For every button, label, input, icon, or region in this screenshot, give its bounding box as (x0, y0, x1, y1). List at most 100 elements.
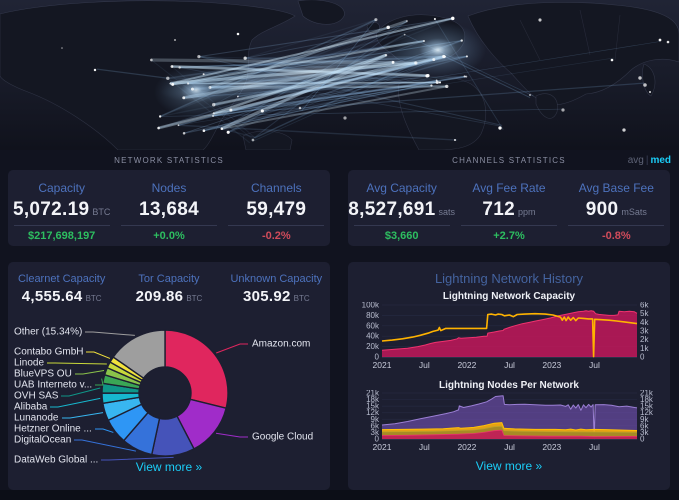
svg-text:12k: 12k (640, 408, 654, 417)
pie-label[interactable]: Other (15.34%) (14, 326, 83, 338)
svg-text:2k: 2k (640, 335, 649, 344)
pie-label[interactable]: Alibaba (14, 401, 48, 413)
isp-share-donut-chart (47, 329, 248, 461)
svg-text:Jul: Jul (589, 442, 600, 452)
stat-avg-base-fee: Avg Base Fee 900 mSats -0.8% (563, 181, 670, 242)
toggle-avg[interactable]: avg (627, 155, 644, 166)
svg-text:18k: 18k (366, 395, 380, 404)
divider (13, 225, 110, 226)
svg-text:Jul: Jul (589, 360, 600, 370)
svg-text:21k: 21k (366, 390, 380, 398)
pie-label[interactable]: Linode (14, 357, 45, 369)
svg-text:12k: 12k (366, 408, 380, 417)
stat-label: Tor Capacity (138, 273, 200, 285)
stat-sub: -0.2% (261, 230, 291, 242)
isp-view-more-link[interactable]: View more » (135, 460, 203, 474)
svg-text:40k: 40k (366, 332, 380, 341)
channels-statistics-panel: Avg Capacity 8,527,691 sats $3,660 Avg Fe… (348, 170, 670, 246)
svg-text:60k: 60k (366, 321, 380, 330)
svg-text:0: 0 (640, 353, 645, 362)
pie-slice[interactable] (112, 329, 166, 380)
stat-value: 900 (585, 199, 619, 220)
lightning-network-world-map[interactable] (0, 0, 679, 150)
stat-clearnet-capacity: Clearnet Capacity 4,555.64 BTC (8, 273, 115, 305)
pie-label[interactable]: Contabo GmbH (14, 346, 84, 358)
stat-value: 59,479 (246, 199, 307, 220)
svg-text:0: 0 (640, 435, 645, 444)
pie-label[interactable]: Google Cloud (252, 431, 314, 443)
stat-avg-fee-rate: Avg Fee Rate 712 ppm +2.7% (455, 181, 562, 242)
stat-nodes: Nodes 13,684 +0.0% (115, 181, 222, 242)
svg-text:Jul: Jul (504, 442, 515, 452)
pie-label[interactable]: BlueVPS OU (14, 368, 72, 380)
capacity-chart-title: Lightning Network Capacity (442, 291, 576, 302)
footer-strip (0, 490, 679, 500)
svg-text:2022: 2022 (457, 442, 476, 452)
isp-capacity-panel: Clearnet Capacity 4,555.64 BTC Tor Capaci… (8, 262, 330, 490)
svg-text:100k: 100k (362, 302, 380, 310)
svg-text:Jul: Jul (419, 360, 430, 370)
pie-label[interactable]: DataWeb Global ... (14, 454, 99, 466)
svg-text:2021: 2021 (373, 360, 392, 370)
network-statistics-header: NETWORK STATISTICS (114, 156, 224, 165)
stat-value: 5,072.19 (12, 199, 90, 220)
stat-value: 4,555.64 (21, 288, 83, 305)
svg-text:0: 0 (375, 353, 380, 362)
stat-sub: $3,660 (384, 230, 419, 242)
divider (120, 225, 217, 226)
svg-text:9k: 9k (371, 415, 380, 424)
svg-text:2022: 2022 (457, 360, 476, 370)
stat-sub: +0.0% (153, 230, 185, 242)
history-panel-title: Lightning Network History (434, 271, 584, 286)
stat-value: 8,527,691 (348, 199, 436, 220)
divider (353, 225, 450, 226)
stat-unit: BTC (186, 294, 203, 303)
svg-text:3k: 3k (371, 428, 380, 437)
stat-label: Avg Base Fee (578, 181, 654, 195)
toggle-med[interactable]: med (650, 155, 671, 166)
svg-text:2023: 2023 (542, 360, 561, 370)
svg-text:Jul: Jul (419, 442, 430, 452)
pie-label[interactable]: Amazon.com (252, 338, 311, 350)
stat-value: 712 (482, 199, 516, 220)
svg-text:3k: 3k (640, 428, 649, 437)
svg-text:6k: 6k (640, 421, 649, 430)
stat-label: Avg Capacity (366, 181, 437, 195)
lightning-nodes-per-network-chart: 03k6k9k12k15k18k21k03k6k9k12k15k18k21k20… (366, 390, 654, 452)
stat-unit: BTC (293, 294, 310, 303)
pie-label[interactable]: Lunanode (14, 412, 59, 424)
svg-text:6k: 6k (640, 302, 649, 310)
stat-unit: BTC (92, 207, 111, 217)
stat-avg-capacity: Avg Capacity 8,527,691 sats $3,660 (348, 181, 455, 242)
pie-label[interactable]: DigitalOcean (14, 434, 72, 446)
stat-channels: Channels 59,479 -0.2% (223, 181, 330, 242)
stat-unit: ppm (518, 207, 536, 217)
pie-label[interactable]: UAB Interneto v... (14, 379, 93, 391)
pie-label[interactable]: OVH SAS (14, 390, 59, 402)
network-statistics-panel: Capacity 5,072.19 BTC $217,698,197 Nodes … (8, 170, 330, 246)
svg-text:15k: 15k (366, 402, 380, 411)
svg-text:4k: 4k (640, 318, 649, 327)
channels-statistics-header: CHANNELS STATISTICS (452, 156, 566, 165)
history-view-more-link[interactable]: View more » (475, 459, 543, 473)
svg-text:6k: 6k (371, 421, 380, 430)
svg-text:15k: 15k (640, 402, 654, 411)
svg-text:3k: 3k (640, 327, 649, 336)
lightning-history-panel: Lightning Network History Lightning Netw… (348, 262, 670, 490)
stat-unit: sats (438, 207, 456, 217)
stat-label: Channels (250, 181, 302, 195)
svg-text:80k: 80k (366, 311, 380, 320)
divider (460, 225, 557, 226)
svg-text:21k: 21k (640, 390, 654, 398)
stat-sub: -0.8% (601, 230, 631, 242)
stat-unknown-capacity: Unknown Capacity 305.92 BTC (223, 273, 330, 305)
stat-sub: $217,698,197 (28, 230, 96, 242)
pie-label[interactable]: Hetzner Online ... (14, 423, 92, 435)
stat-tor-capacity: Tor Capacity 209.86 BTC (115, 273, 222, 305)
pie-slice[interactable] (164, 329, 229, 410)
svg-text:0: 0 (375, 435, 380, 444)
stat-label: Unknown Capacity (230, 273, 323, 285)
svg-text:Jul: Jul (504, 360, 515, 370)
